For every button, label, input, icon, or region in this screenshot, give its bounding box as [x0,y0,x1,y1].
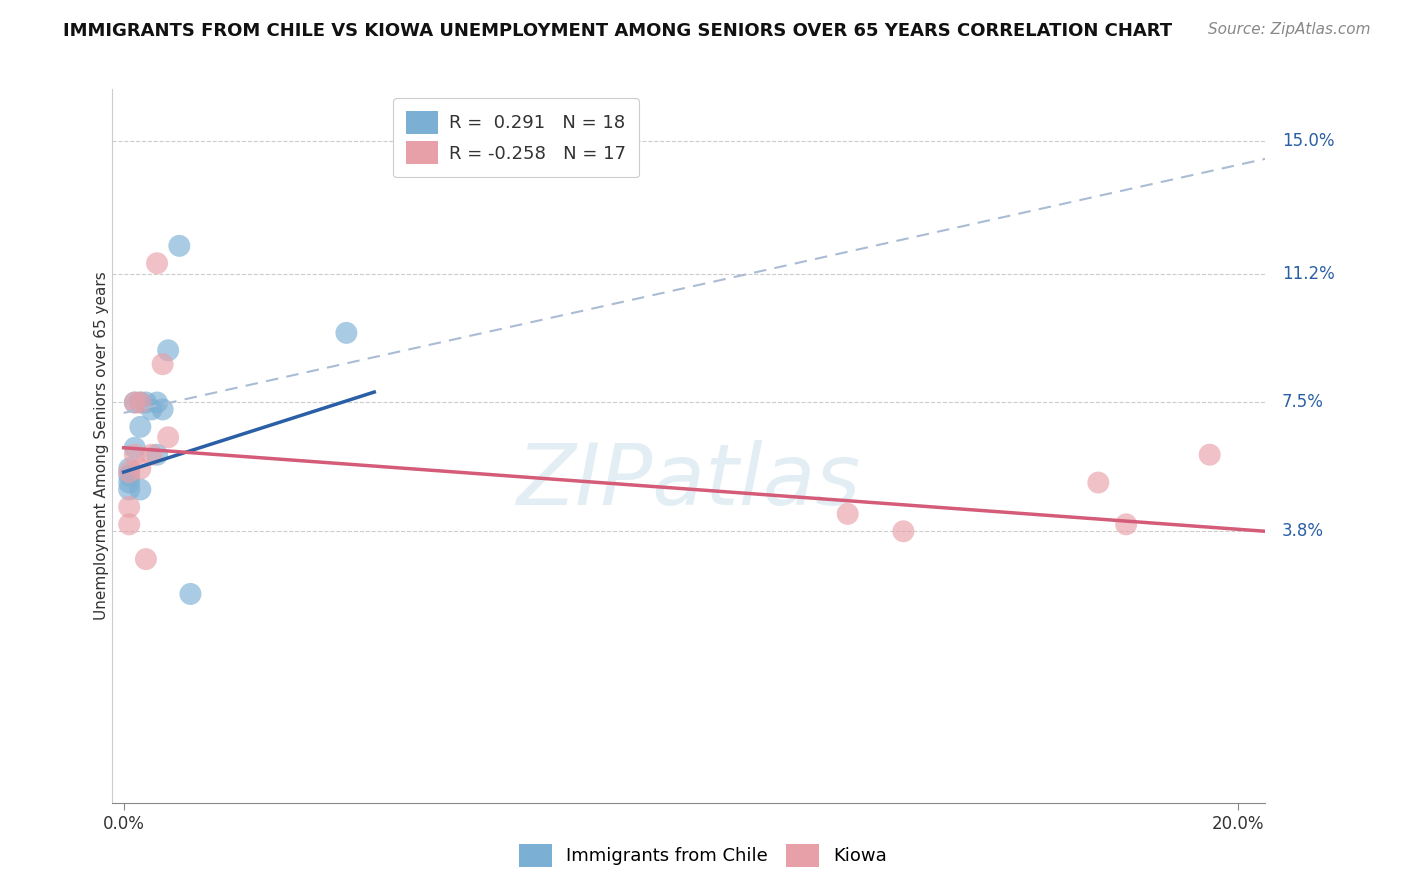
Point [124,395,146,409]
Point [837,507,859,521]
Point [124,395,146,409]
Point [129,483,152,497]
Text: 15.0%: 15.0% [1282,132,1334,151]
Legend: R =  0.291   N = 18, R = -0.258   N = 17: R = 0.291 N = 18, R = -0.258 N = 17 [394,98,638,178]
Point [141,448,163,462]
Point [118,465,141,479]
Point [152,402,174,417]
Y-axis label: Unemployment Among Seniors over 65 years: Unemployment Among Seniors over 65 years [94,272,108,620]
Point [157,430,180,444]
Point [118,517,141,532]
Point [129,461,152,475]
Point [893,524,915,539]
Point [118,475,141,490]
Point [179,587,201,601]
Point [129,420,152,434]
Text: 3.8%: 3.8% [1282,523,1324,541]
Text: 7.5%: 7.5% [1282,393,1324,411]
Point [129,395,152,409]
Point [146,448,169,462]
Point [169,239,191,253]
Point [124,441,146,455]
Point [1087,475,1109,490]
Point [1198,448,1220,462]
Legend: Immigrants from Chile, Kiowa: Immigrants from Chile, Kiowa [512,837,894,874]
Point [118,500,141,514]
Text: 11.2%: 11.2% [1282,265,1334,283]
Text: IMMIGRANTS FROM CHILE VS KIOWA UNEMPLOYMENT AMONG SENIORS OVER 65 YEARS CORRELAT: IMMIGRANTS FROM CHILE VS KIOWA UNEMPLOYM… [63,22,1173,40]
Text: Source: ZipAtlas.com: Source: ZipAtlas.com [1208,22,1371,37]
Point [141,402,163,417]
Point [135,395,157,409]
Point [129,395,152,409]
Point [118,483,141,497]
Point [335,326,357,340]
Point [118,461,141,475]
Text: ZIPatlas: ZIPatlas [517,440,860,524]
Point [146,395,169,409]
Point [124,448,146,462]
Point [135,552,157,566]
Point [157,343,180,358]
Point [1115,517,1137,532]
Point [152,357,174,371]
Point [118,468,141,483]
Point [146,256,169,270]
